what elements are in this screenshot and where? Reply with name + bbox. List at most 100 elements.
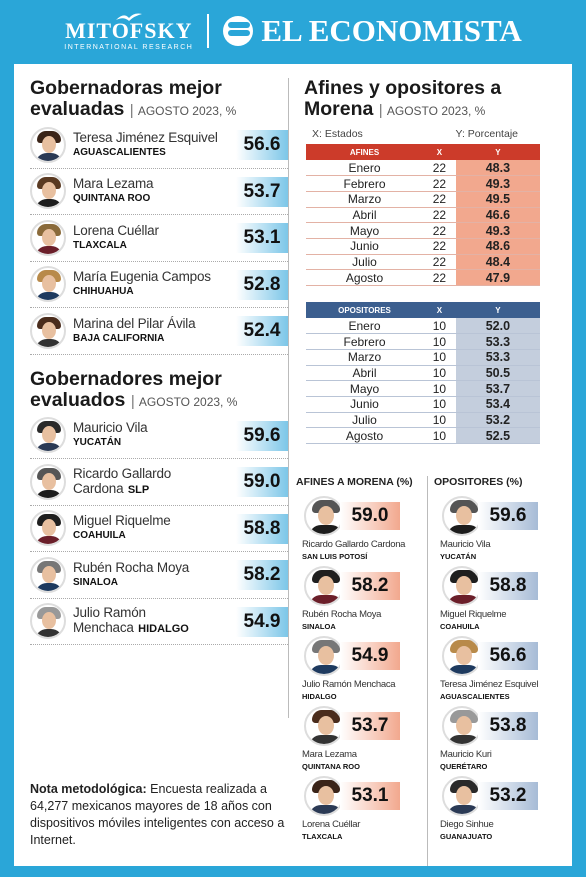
person-photo	[304, 636, 344, 676]
opositores-ranking-title: OPOSITORES (%)	[434, 476, 523, 488]
photo-face	[456, 576, 472, 595]
ranking-name: Teresa Jiménez Esquivel	[440, 679, 539, 690]
el-economista-logo: EL ECONOMISTA	[223, 13, 522, 49]
ranking-state: AGUASCALIENTES	[440, 692, 510, 701]
gobernadores-list: Mauricio Vila YUCATÁN 59.6 Ricardo Gallardo…	[30, 413, 288, 645]
photo-face	[456, 716, 472, 735]
month-cell: Agosto	[306, 427, 423, 444]
column-divider	[288, 78, 289, 718]
y-cell: 53.3	[455, 349, 540, 366]
methodology-note: Nota metodológica: Encuesta realizada a …	[30, 781, 286, 849]
y-cell: 47.9	[455, 269, 540, 286]
ranking-name: Rubén Rocha Moya	[302, 609, 382, 620]
ranking-score: 56.6	[478, 642, 538, 670]
x-cell: 10	[423, 365, 456, 382]
month-cell: Abril	[306, 207, 423, 224]
afines-ranking-item: 54.9 Julio Ramón Menchaca HIDALGO	[296, 636, 421, 706]
rankings: AFINES A MORENA (%) 59.0 Ricardo Gallardo…	[296, 476, 558, 866]
photo-body	[35, 443, 63, 452]
person-row: Ricardo Gallardo Cardona SLP 59.0	[30, 459, 288, 506]
month-cell: Julio	[306, 254, 423, 271]
opositores-ranking-item: 53.2 Diego Sinhue GUANAJUATO	[434, 776, 557, 846]
opositores-header-y: Y	[455, 302, 540, 318]
x-cell: 22	[423, 207, 456, 224]
x-cell: 10	[423, 380, 456, 397]
ranking-state: QUINTANA ROO	[302, 762, 360, 771]
month-cell: Mayo	[306, 380, 423, 397]
approval-score: 53.1	[236, 223, 288, 253]
ranking-state: SAN LUIS POTOSÍ	[302, 552, 368, 561]
person-name: María Eugenia Campos	[73, 269, 211, 285]
person-state: TLAXCALA	[73, 239, 127, 251]
month-cell: Enero	[306, 318, 423, 335]
person-info: María Eugenia Campos CHIHUAHUA	[73, 269, 288, 299]
month-cell: Agosto	[306, 269, 423, 286]
person-info: Mauricio Vila YUCATÁN	[73, 420, 288, 450]
person-row: Marina del Pilar Ávila BAJA CALIFORNIA 52.…	[30, 308, 288, 355]
gobernadoras-title: Gobernadoras mejor evaluadas | AGOSTO 20…	[30, 78, 288, 122]
afines-row: Agosto 22 47.9	[306, 269, 540, 286]
approval-score: 52.4	[236, 316, 288, 346]
person-photo	[30, 463, 66, 500]
person-info: Rubén Rocha Moya SINALOA	[73, 560, 288, 590]
approval-score: 56.6	[236, 130, 288, 160]
photo-face	[42, 275, 56, 293]
x-cell: 10	[423, 427, 456, 444]
person-name-line2: Menchaca HIDALGO	[73, 620, 288, 637]
photo-face	[318, 576, 334, 595]
person-state: QUINTANA ROO	[73, 193, 151, 205]
photo-body	[447, 595, 480, 604]
ranking-state: TLAXCALA	[302, 832, 343, 841]
month-cell: Marzo	[306, 349, 423, 366]
y-cell: 53.7	[455, 380, 540, 397]
person-photo	[30, 219, 66, 256]
axes-legend: X: Estados Y: Porcentaje	[296, 128, 558, 140]
x-cell: 10	[423, 318, 456, 335]
person-row: Mauricio Vila YUCATÁN 59.6	[30, 413, 288, 459]
person-info: Ricardo Gallardo Cardona SLP	[73, 466, 288, 498]
approval-score: 59.0	[236, 467, 288, 497]
person-state: AGUASCALIENTES	[73, 146, 166, 158]
note-text: Encuesta realizada a 64,277 mexicanos ma…	[30, 782, 285, 847]
person-photo	[442, 496, 482, 536]
y-cell: 50.5	[455, 365, 540, 382]
photo-face	[318, 506, 334, 525]
approval-score: 58.8	[236, 513, 288, 544]
photo-face	[42, 228, 56, 246]
photo-face	[318, 646, 334, 665]
y-axis-label: Y: Porcentaje	[455, 128, 518, 140]
photo-face	[42, 519, 56, 537]
content-panel: Gobernadoras mejor evaluadas | AGOSTO 20…	[14, 64, 572, 866]
y-cell: 53.2	[455, 412, 540, 429]
person-name: Miguel Riquelme	[73, 513, 171, 529]
opositores-row: Marzo 10 53.3	[306, 349, 540, 366]
photo-body	[447, 735, 480, 744]
person-name: Teresa Jiménez Esquivel	[73, 129, 218, 145]
month-cell: Junio	[306, 238, 423, 255]
person-info: Mara Lezama QUINTANA ROO	[73, 176, 288, 206]
y-cell: 53.4	[455, 396, 540, 413]
opositores-ranking-item: 58.8 Miguel Riquelme COAHUILA	[434, 566, 557, 636]
afines-ranking-item: 59.0 Ricardo Gallardo Cardona SAN LUIS POT…	[296, 496, 421, 566]
person-name: Ricardo Gallardo	[73, 465, 172, 481]
person-info: Lorena Cuéllar TLAXCALA	[73, 223, 288, 253]
x-cell: 22	[423, 222, 456, 239]
ranking-score: 53.2	[478, 782, 538, 810]
x-cell: 22	[423, 160, 456, 177]
mitofsky-tagline: INTERNATIONAL RESEARCH	[64, 43, 194, 51]
ranking-score: 53.1	[340, 782, 400, 810]
person-state: CHIHUAHUA	[73, 286, 134, 298]
title-separator: |	[378, 102, 387, 119]
photo-body	[447, 805, 480, 814]
photo-body	[35, 338, 63, 347]
afines-ranking-item: 53.1 Lorena Cuéllar TLAXCALA	[296, 776, 421, 846]
ranking-name: Lorena Cuéllar	[302, 819, 361, 830]
photo-body	[309, 735, 342, 744]
opositores-table: OPOSITORES X Y Enero 10 52.0 Febrero 10 53.3 M…	[306, 302, 540, 444]
x-axis-label: X: Estados	[312, 128, 363, 140]
person-row: Julio Ramón Menchaca HIDALGO 54.9	[30, 599, 288, 645]
photo-face	[42, 321, 56, 339]
y-cell: 52.0	[455, 318, 540, 335]
photo-face	[456, 506, 472, 525]
opositores-row: Mayo 10 53.7	[306, 380, 540, 397]
